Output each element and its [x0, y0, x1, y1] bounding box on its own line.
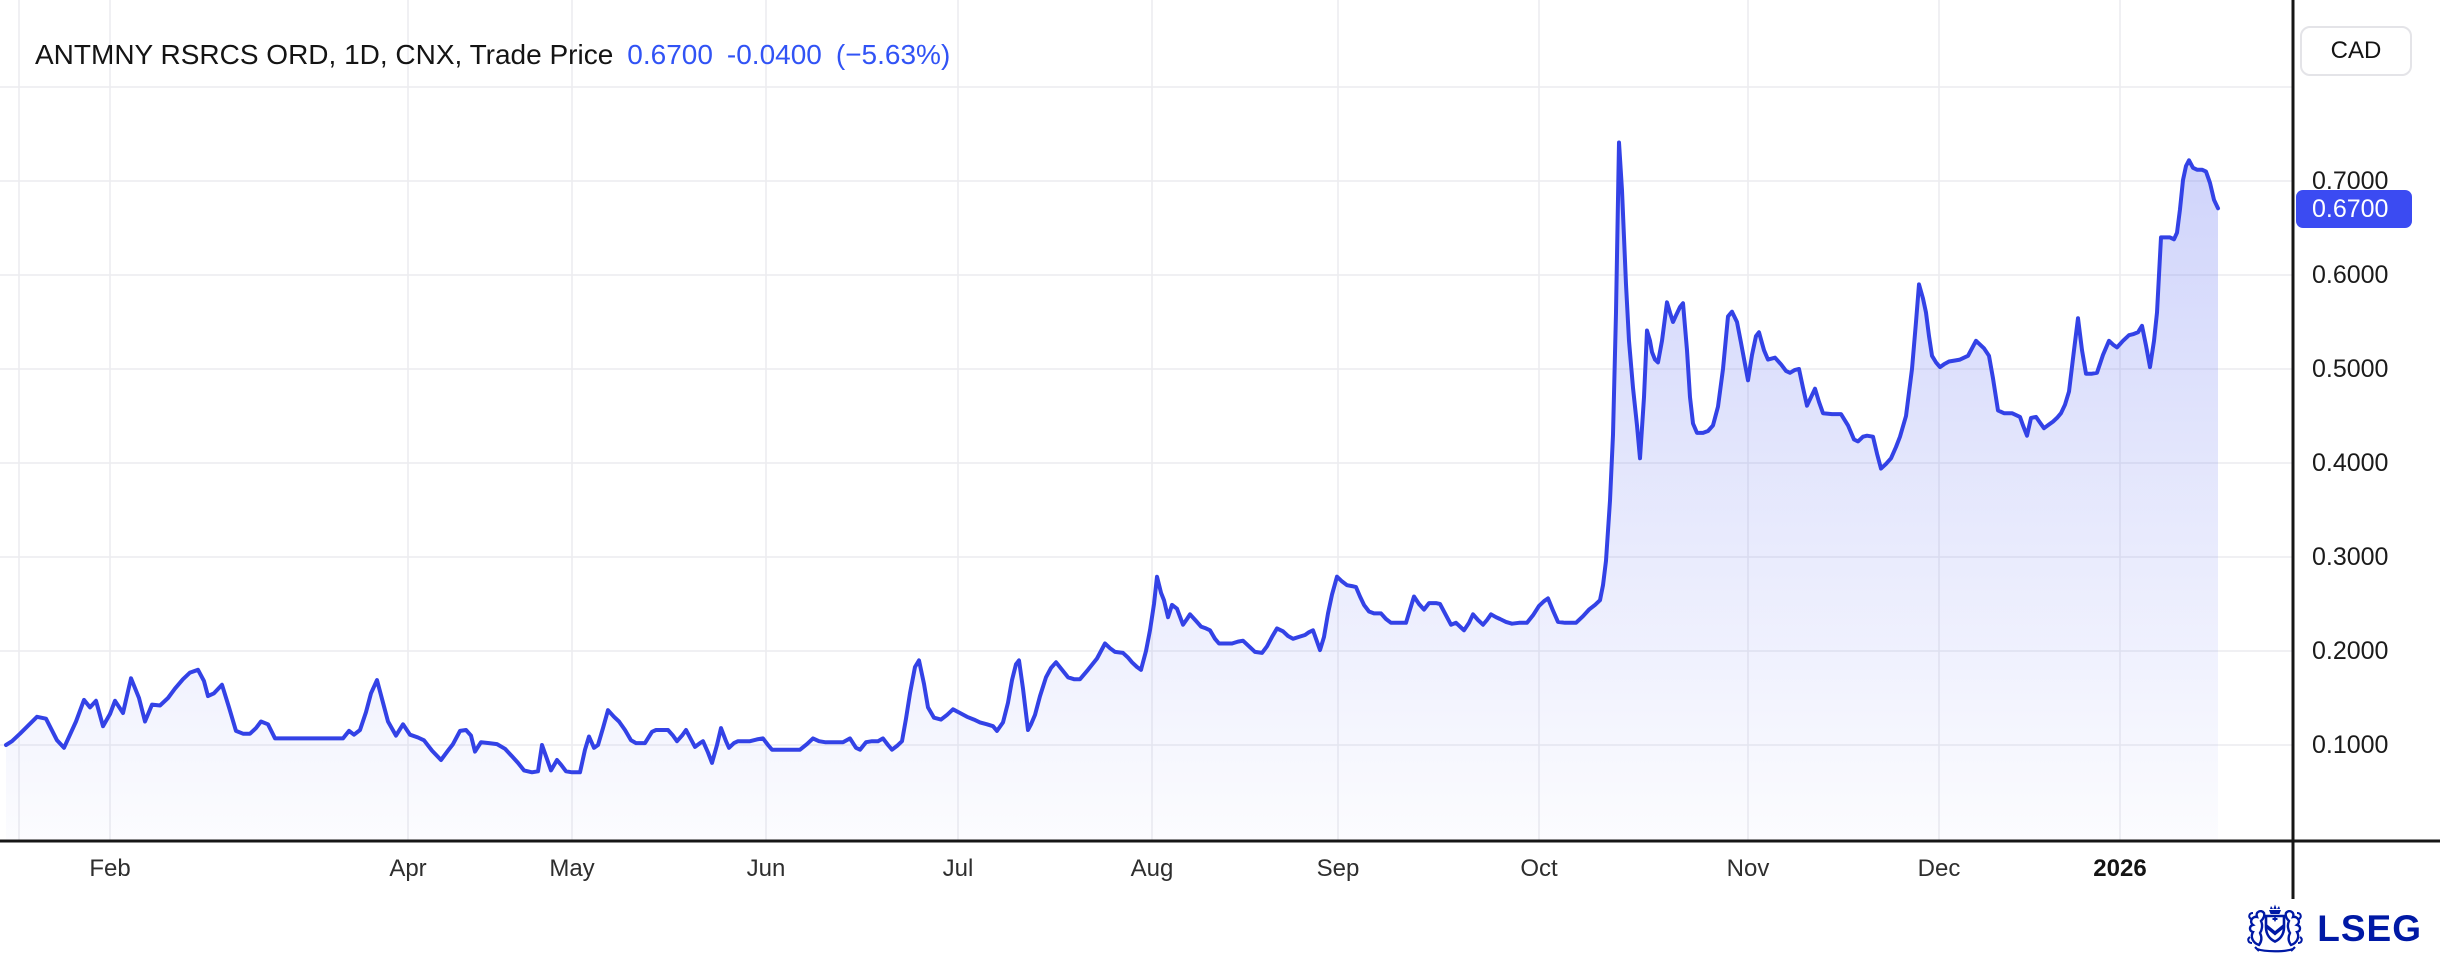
price-axis-label: 0.2000 — [2312, 637, 2389, 665]
time-axis-label: Aug — [1130, 855, 1174, 882]
time-axis-label: Nov — [1726, 855, 1770, 882]
last-price-badge: 0.6700 — [2296, 190, 2412, 229]
price-change-value: -0.0400 — [726, 39, 822, 70]
time-axis-label: Oct — [1520, 855, 1558, 882]
time-axis-label: 2026 — [2093, 855, 2147, 882]
price-axis-label: 0.1000 — [2312, 731, 2389, 759]
price-axis-label: 0.6000 — [2312, 261, 2389, 289]
chart-legend[interactable]: ANTMNY RSRCS ORD, 1D, CNX, Trade Price 0… — [35, 40, 950, 70]
price-axis-label: 0.4000 — [2312, 449, 2389, 477]
last-price-value: 0.6700 — [627, 39, 713, 70]
time-axis-label: Apr — [389, 855, 427, 882]
time-axis-label: Dec — [1917, 855, 1961, 882]
time-axis-label: Jul — [942, 855, 974, 882]
price-change-percent: (−5.63%) — [835, 39, 951, 70]
lseg-logo-text: LSEG — [2317, 908, 2422, 949]
time-axis-label: Feb — [89, 855, 131, 882]
time-axis-label: Sep — [1316, 855, 1360, 882]
price-line — [4, 140, 2220, 775]
price-axis-label: 0.5000 — [2312, 355, 2389, 383]
time-axis-label: May — [549, 855, 595, 882]
price-axis-label: 0.7000 — [2312, 167, 2389, 195]
area-fill — [6, 142, 2218, 841]
time-axis-label: Jun — [746, 855, 786, 882]
symbol-title: ANTMNY RSRCS ORD, 1D, CNX, Trade Price — [35, 39, 614, 70]
currency-selector[interactable]: CAD — [2300, 26, 2412, 76]
lseg-branding: LSEG — [2245, 903, 2422, 955]
lseg-crest-icon — [2247, 904, 2303, 953]
price-axis-label: 0.3000 — [2312, 543, 2389, 571]
